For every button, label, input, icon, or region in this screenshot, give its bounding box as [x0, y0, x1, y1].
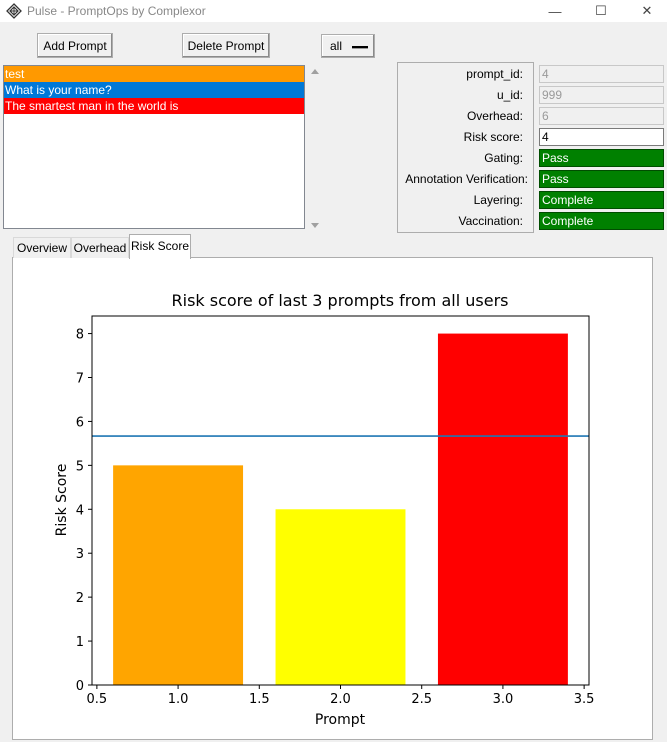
gating-status: Pass [539, 149, 664, 167]
risk-score-label: Risk score: [463, 130, 523, 144]
annotation-verification-status: Pass [539, 170, 664, 188]
layering-status: Complete [539, 191, 664, 209]
scroll-down-arrow-icon[interactable] [310, 221, 320, 231]
title-bar: Pulse - PromptOps by Complexor — ☐ ✕ [0, 0, 667, 22]
details-panel [397, 62, 534, 233]
minimize-icon: — [548, 3, 562, 19]
delete-prompt-button[interactable]: Delete Prompt [182, 33, 270, 58]
gating-label: Gating: [484, 151, 523, 165]
close-button[interactable]: ✕ [624, 0, 667, 22]
layering-label: Layering: [473, 193, 523, 207]
overhead-field: 6 [539, 107, 664, 125]
tab-risk-score[interactable]: Risk Score [129, 234, 191, 259]
vaccination-label: Vaccination: [458, 214, 523, 228]
user-filter-dropdown[interactable]: all [321, 34, 375, 58]
minimize-button[interactable]: — [532, 0, 578, 22]
close-icon: ✕ [641, 3, 653, 18]
prompt-id-label: prompt_id: [466, 67, 523, 81]
prompt-id-field: 4 [539, 65, 664, 83]
dropdown-indicator-icon [352, 46, 368, 48]
list-item-prompt-0[interactable]: test [4, 66, 304, 82]
add-prompt-button[interactable]: Add Prompt [37, 33, 113, 58]
user-filter-value: all [330, 39, 343, 53]
u-id-field: 999 [539, 86, 664, 104]
annotation-verification-label: Annotation Verification: [405, 172, 528, 186]
overhead-label: Overhead: [466, 109, 523, 123]
u-id-label: u_id: [496, 88, 523, 102]
scroll-up-arrow-icon[interactable] [310, 66, 320, 76]
window-title: Pulse - PromptOps by Complexor [27, 4, 206, 18]
tab-overview[interactable]: Overview [13, 237, 71, 258]
tab-content-panel [12, 257, 653, 740]
app-icon [6, 3, 22, 19]
risk-score-field[interactable]: 4 [539, 128, 664, 146]
vaccination-status: Complete [539, 212, 664, 230]
list-item-prompt-1[interactable]: What is your name? [4, 82, 304, 98]
list-item-prompt-2[interactable]: The smartest man in the world is [4, 98, 304, 114]
tab-overhead[interactable]: Overhead [71, 237, 129, 258]
maximize-button[interactable]: ☐ [578, 0, 624, 22]
prompt-list[interactable]: test What is your name? The smartest man… [3, 65, 305, 229]
maximize-icon: ☐ [595, 3, 607, 18]
